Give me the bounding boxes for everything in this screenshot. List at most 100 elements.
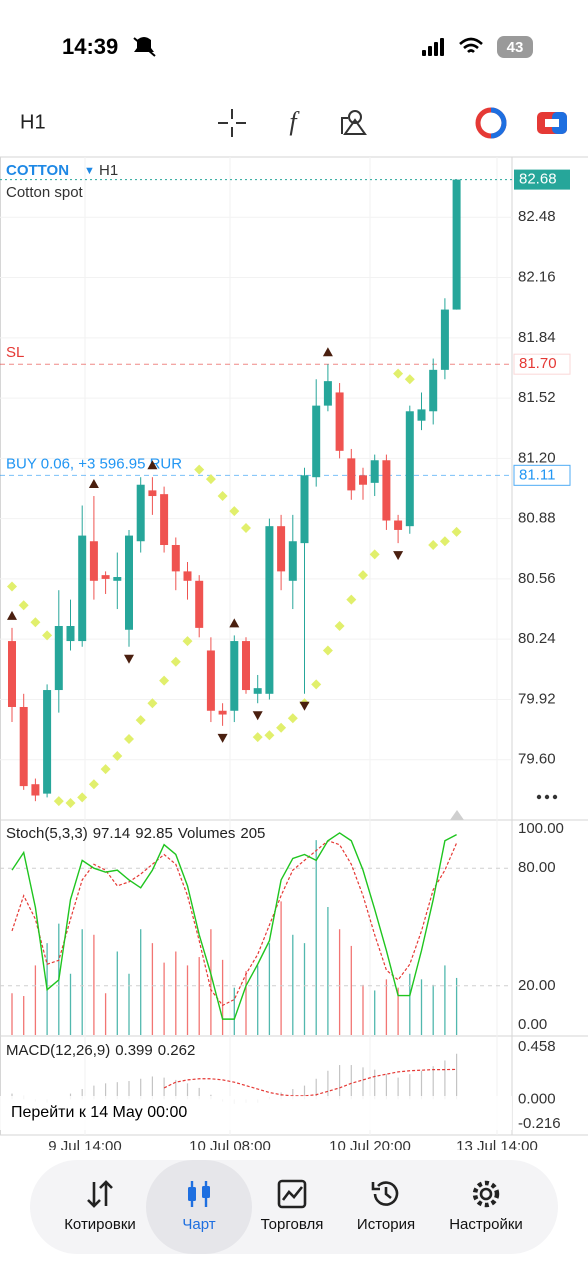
sar-dot [264,730,275,741]
battery [497,36,533,58]
status-time: 14:39 [62,34,118,59]
objects-button[interactable] [341,110,367,135]
symbol-dropdown[interactable]: ▼ [84,165,95,177]
signal-icon [422,38,444,56]
stoch-tick-label: 0.00 [518,1016,547,1033]
indicators-button[interactable]: f [289,107,300,136]
nav-history[interactable]: История [336,1160,436,1254]
sar-dot [276,722,287,733]
sar-dot [428,540,439,551]
fractal-up [88,479,99,489]
sar-dot [393,368,404,379]
sar-dot [159,675,170,686]
price-tag-label: 82.68 [519,171,557,188]
candle-body [160,494,169,546]
sar-dot [439,536,450,547]
timeframe-button[interactable]: H1 [20,111,46,133]
level-tag [513,353,571,375]
candle-body [54,625,63,691]
level-tag-label: 81.11 [519,466,555,483]
x-tick-label: 9 Jul 14:00 [48,1138,121,1150]
nav-quotes[interactable]: Котировки [50,1160,150,1254]
price-tag [514,169,570,190]
sar-dot [346,594,357,605]
fractal-up [7,610,17,620]
sar-dot [194,464,205,475]
trade-level-label: BUY 0.06, +3 596.95 RUR [6,455,182,472]
sar-dot [358,570,368,581]
stoch-main [11,832,457,1020]
indicator-value: 97.14 [93,825,131,842]
candle-body [405,411,414,527]
nav-chart[interactable]: Чарт [146,1160,252,1254]
candle-body [136,484,145,542]
indicator-value: Stoch(5,3,3) [6,825,88,842]
sar-dot [65,798,76,809]
crosshair-button[interactable] [218,109,246,137]
candle-body [43,690,52,794]
candle-body [19,706,28,787]
candle-body [242,641,250,691]
macd-tick-label: 0.000 [518,1090,556,1107]
goto-tooltip[interactable]: Перейти к 14 May 00:00 [11,1104,188,1121]
x-tick-label: 13 Jul 14:00 [456,1138,538,1150]
candle-body [78,535,87,642]
more-button[interactable] [536,794,558,800]
y-tick-label: 80.88 [518,510,556,527]
sar-dot [7,581,17,592]
candle-body [300,475,309,544]
candle-body [171,545,180,572]
candle-body [323,381,332,406]
symbol[interactable]: COTTON [6,162,69,179]
nav-settings[interactable]: Настройки [436,1160,536,1254]
fractal-up [147,460,158,470]
nav-trade[interactable]: Торговля [242,1160,342,1254]
sar-dot [77,792,88,803]
candle-body [277,526,286,572]
scroll-marker [450,810,464,820]
candle-body [312,405,321,478]
indicator-value: 0.399 [115,1042,153,1059]
macd-tick-label: -0.216 [518,1115,561,1132]
y-tick-label: 79.60 [518,751,556,768]
candle-body [125,535,133,630]
fractal-up [229,618,240,628]
candle-body [183,571,192,581]
trade-button[interactable] [537,112,567,134]
x-tick-label: 10 Jul 20:00 [329,1138,411,1150]
sar-dot [30,617,41,628]
stoch-tick-label: 100.00 [518,820,564,837]
indicator-header: MACD(12,26,9) 0.399 0.262 [6,1042,195,1059]
sar-dot [42,630,53,641]
sar-dot [322,645,333,656]
y-tick-label: 80.24 [518,630,556,647]
indicator-value: Volumes [178,825,236,842]
macd-signal [163,1068,457,1097]
nav-label: Настройки [449,1216,523,1233]
candle-body [148,490,157,497]
candle-body [206,650,215,711]
y-tick-label: 81.52 [518,389,556,406]
sar-dot [182,636,193,647]
candle-body [253,688,262,694]
sar-dot [147,698,158,709]
candle-body [265,526,274,694]
indicator-value: MACD(12,26,9) [6,1042,110,1059]
sar-dot [18,600,29,611]
candle-body [288,541,297,581]
chart-frame [0,156,588,1136]
sar-dot [170,656,181,667]
sar-dot [241,523,251,534]
fractal-down [217,733,228,743]
sar-dot [404,374,415,385]
sar-dot [311,679,322,690]
candle-body [101,575,110,579]
level-tag [513,464,571,486]
y-tick-label: 81.84 [518,329,556,346]
y-tick-label: 81.20 [518,449,556,466]
battery-level: 43 [507,39,524,56]
fractal-down [393,551,404,561]
account-button[interactable] [475,107,507,139]
stoch-signal [11,840,458,1007]
